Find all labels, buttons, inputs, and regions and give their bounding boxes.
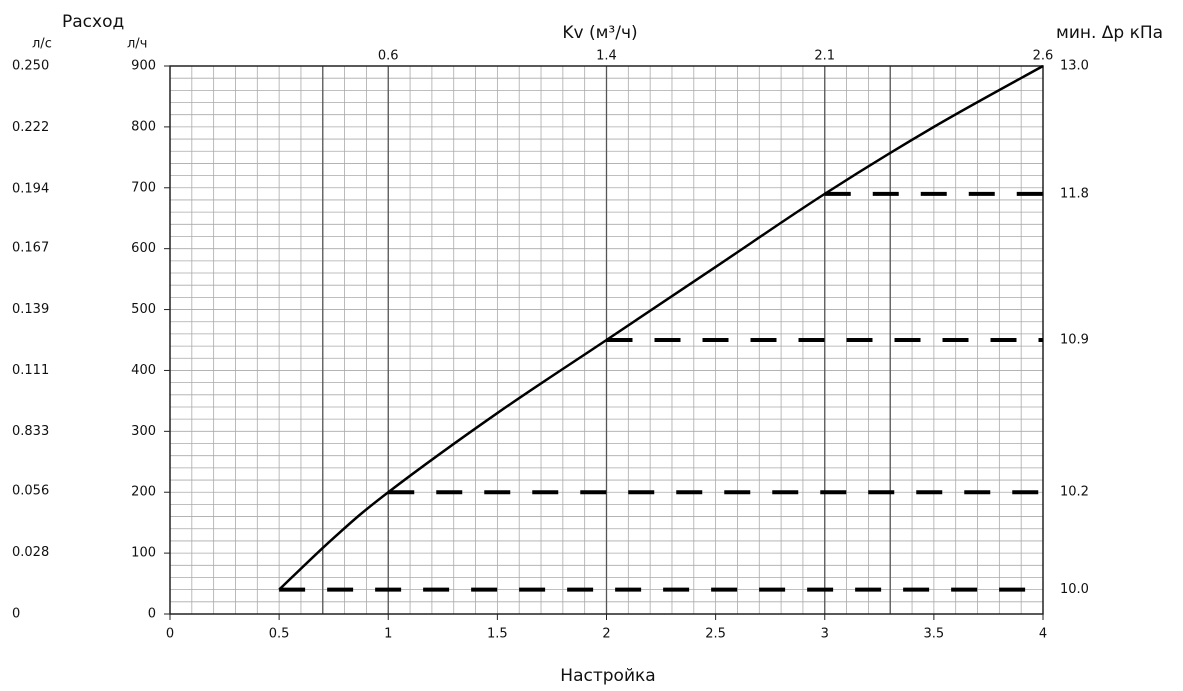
top-axis-title: Kv (м³/ч)	[562, 23, 637, 43]
y-tick-label: 600	[131, 241, 156, 256]
x-tick-label: 1.5	[487, 627, 508, 642]
left-tick-label: 0	[12, 607, 20, 622]
chart-title: Расход	[62, 12, 124, 32]
x-tick-label: 4	[1039, 627, 1047, 642]
right-tick-label: 10.2	[1060, 485, 1089, 500]
curve	[278, 64, 1044, 591]
x-axis-title: Настройка	[560, 666, 655, 686]
left-tick-label: 0.833	[12, 424, 49, 439]
left-tick-label: 0.222	[12, 120, 49, 135]
left-units: л/с	[32, 37, 52, 52]
x-tick-label: 3.5	[924, 627, 945, 642]
y-tick-label: 700	[131, 180, 156, 195]
y-units: л/ч	[127, 37, 147, 52]
y-tick-label: 300	[131, 424, 156, 439]
right-tick-label: 11.8	[1060, 186, 1089, 201]
y-tick-label: 100	[131, 546, 156, 561]
x-tick-label: 0	[166, 627, 174, 642]
left-tick-label: 0.056	[12, 484, 49, 499]
x-tick-label: 1	[384, 627, 392, 642]
x-tick-label: 0.5	[269, 627, 290, 642]
y-tick-label: 0	[148, 607, 156, 622]
x-tick-label: 3	[821, 627, 829, 642]
y-tick-label: 400	[131, 363, 156, 378]
left-tick-label: 0.139	[12, 302, 49, 317]
right-axis-title: мин. Δp кПа	[1056, 23, 1163, 43]
left-tick-label: 0.194	[12, 181, 49, 196]
left-tick-label: 0.028	[12, 545, 49, 560]
top-tick-label: 2.1	[814, 49, 835, 64]
right-tick-label: 10.9	[1060, 333, 1089, 348]
y-tick-label: 200	[131, 485, 156, 500]
right-tick-label: 13.0	[1060, 59, 1089, 74]
y-tick-label: 900	[131, 59, 156, 74]
y-tick-label: 500	[131, 302, 156, 317]
y-tick-label: 800	[131, 119, 156, 134]
x-tick-label: 2.5	[705, 627, 726, 642]
top-tick-label: 1.4	[596, 49, 617, 64]
top-tick-label: 2.6	[1033, 49, 1054, 64]
left-tick-label: 0.111	[12, 363, 49, 378]
left-tick-label: 0.167	[12, 240, 49, 255]
right-tick-label: 10.0	[1060, 582, 1089, 597]
x-tick-label: 2	[602, 627, 610, 642]
left-tick-label: 0.250	[12, 59, 49, 74]
top-tick-label: 0.6	[378, 49, 399, 64]
